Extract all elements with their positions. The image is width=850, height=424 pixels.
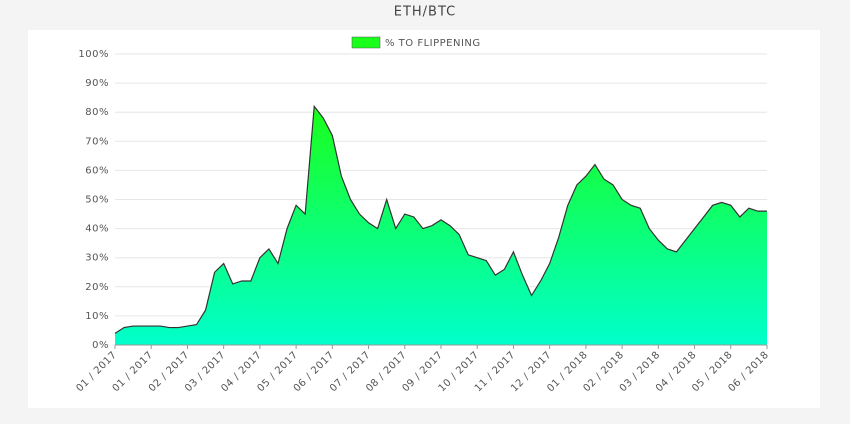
chart-title: ETH/BTC xyxy=(394,5,457,20)
y-tick-label: 100% xyxy=(78,49,109,60)
y-tick-label: 40% xyxy=(85,224,109,235)
line xyxy=(114,104,767,334)
legend-label: % TO FLIPPENING xyxy=(385,38,481,49)
y-tick-label: 10% xyxy=(85,311,109,322)
y-tick-label: 70% xyxy=(85,136,109,147)
area xyxy=(115,106,767,345)
y-tick-label: 20% xyxy=(85,282,109,293)
y-tick-label: 50% xyxy=(85,195,109,206)
y-tick-label: 30% xyxy=(85,253,109,264)
legend-swatch xyxy=(351,36,381,49)
y-tick-label: 60% xyxy=(85,165,109,176)
y-tick-label: 90% xyxy=(85,78,109,89)
y-tick-label: 80% xyxy=(85,107,109,118)
y-tick-label: 0% xyxy=(92,340,109,351)
